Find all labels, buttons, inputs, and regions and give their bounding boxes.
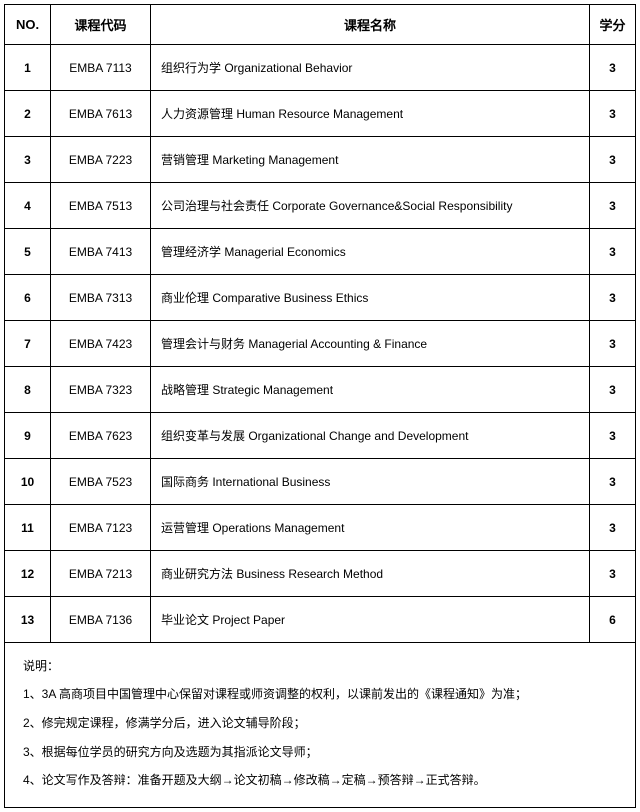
table-body: 1EMBA 7113组织行为学 Organizational Behavior3… <box>5 45 636 643</box>
cell-credit: 3 <box>590 91 636 137</box>
table-row: 12EMBA 7213商业研究方法 Business Research Meth… <box>5 551 636 597</box>
cell-credit: 3 <box>590 137 636 183</box>
cell-no: 9 <box>5 413 51 459</box>
cell-no: 7 <box>5 321 51 367</box>
cell-code: EMBA 7313 <box>51 275 151 321</box>
table-row: 1EMBA 7113组织行为学 Organizational Behavior3 <box>5 45 636 91</box>
cell-name: 组织变革与发展 Organizational Change and Develo… <box>151 413 590 459</box>
cell-code: EMBA 7123 <box>51 505 151 551</box>
notes-line: 4、论文写作及答辩：准备开题及大纲→论文初稿→修改稿→定稿→预答辩→正式答辩。 <box>23 772 617 789</box>
table-row: 13EMBA 7136毕业论文 Project Paper6 <box>5 597 636 643</box>
table-row: 10EMBA 7523国际商务 International Business3 <box>5 459 636 505</box>
table-row: 4EMBA 7513公司治理与社会责任 Corporate Governance… <box>5 183 636 229</box>
cell-name: 管理会计与财务 Managerial Accounting & Finance <box>151 321 590 367</box>
cell-no: 8 <box>5 367 51 413</box>
header-credit: 学分 <box>590 5 636 45</box>
notes-line: 3、根据每位学员的研究方向及选题为其指派论文导师； <box>23 744 617 761</box>
cell-code: EMBA 7136 <box>51 597 151 643</box>
cell-code: EMBA 7323 <box>51 367 151 413</box>
cell-no: 1 <box>5 45 51 91</box>
cell-no: 2 <box>5 91 51 137</box>
cell-name: 管理经济学 Managerial Economics <box>151 229 590 275</box>
header-name: 课程名称 <box>151 5 590 45</box>
cell-no: 11 <box>5 505 51 551</box>
table-row: 7EMBA 7423管理会计与财务 Managerial Accounting … <box>5 321 636 367</box>
cell-no: 3 <box>5 137 51 183</box>
notes-row: 说明： 1、3A 高商项目中国管理中心保留对课程或师资调整的权利，以课前发出的《… <box>5 643 636 808</box>
course-table: NO. 课程代码 课程名称 学分 1EMBA 7113组织行为学 Organiz… <box>4 4 636 808</box>
table-row: 5EMBA 7413管理经济学 Managerial Economics3 <box>5 229 636 275</box>
cell-no: 6 <box>5 275 51 321</box>
cell-code: EMBA 7513 <box>51 183 151 229</box>
cell-no: 5 <box>5 229 51 275</box>
table-row: 3EMBA 7223营销管理 Marketing Management3 <box>5 137 636 183</box>
cell-credit: 3 <box>590 229 636 275</box>
notes-line: 2、修完规定课程，修满学分后，进入论文辅导阶段； <box>23 715 617 732</box>
cell-credit: 3 <box>590 275 636 321</box>
cell-credit: 3 <box>590 183 636 229</box>
cell-name: 战略管理 Strategic Management <box>151 367 590 413</box>
table-row: 9EMBA 7623组织变革与发展 Organizational Change … <box>5 413 636 459</box>
cell-code: EMBA 7523 <box>51 459 151 505</box>
cell-code: EMBA 7413 <box>51 229 151 275</box>
notes-title: 说明： <box>23 657 617 674</box>
cell-name: 公司治理与社会责任 Corporate Governance&Social Re… <box>151 183 590 229</box>
cell-credit: 6 <box>590 597 636 643</box>
cell-name: 组织行为学 Organizational Behavior <box>151 45 590 91</box>
cell-code: EMBA 7623 <box>51 413 151 459</box>
cell-name: 商业研究方法 Business Research Method <box>151 551 590 597</box>
cell-name: 国际商务 International Business <box>151 459 590 505</box>
cell-no: 10 <box>5 459 51 505</box>
cell-code: EMBA 7213 <box>51 551 151 597</box>
table-header-row: NO. 课程代码 课程名称 学分 <box>5 5 636 45</box>
cell-credit: 3 <box>590 45 636 91</box>
cell-no: 13 <box>5 597 51 643</box>
cell-credit: 3 <box>590 459 636 505</box>
table-row: 6EMBA 7313商业伦理 Comparative Business Ethi… <box>5 275 636 321</box>
notes-cell: 说明： 1、3A 高商项目中国管理中心保留对课程或师资调整的权利，以课前发出的《… <box>5 643 636 808</box>
cell-name: 毕业论文 Project Paper <box>151 597 590 643</box>
cell-credit: 3 <box>590 505 636 551</box>
cell-code: EMBA 7613 <box>51 91 151 137</box>
notes-line: 1、3A 高商项目中国管理中心保留对课程或师资调整的权利，以课前发出的《课程通知… <box>23 686 617 703</box>
cell-code: EMBA 7423 <box>51 321 151 367</box>
table-row: 8EMBA 7323战略管理 Strategic Management3 <box>5 367 636 413</box>
cell-credit: 3 <box>590 413 636 459</box>
header-no: NO. <box>5 5 51 45</box>
cell-name: 运营管理 Operations Management <box>151 505 590 551</box>
cell-name: 商业伦理 Comparative Business Ethics <box>151 275 590 321</box>
cell-credit: 3 <box>590 321 636 367</box>
cell-code: EMBA 7113 <box>51 45 151 91</box>
cell-name: 营销管理 Marketing Management <box>151 137 590 183</box>
cell-credit: 3 <box>590 367 636 413</box>
cell-name: 人力资源管理 Human Resource Management <box>151 91 590 137</box>
table-row: 2EMBA 7613人力资源管理 Human Resource Manageme… <box>5 91 636 137</box>
cell-no: 12 <box>5 551 51 597</box>
cell-no: 4 <box>5 183 51 229</box>
header-code: 课程代码 <box>51 5 151 45</box>
cell-code: EMBA 7223 <box>51 137 151 183</box>
cell-credit: 3 <box>590 551 636 597</box>
table-row: 11EMBA 7123运营管理 Operations Management3 <box>5 505 636 551</box>
